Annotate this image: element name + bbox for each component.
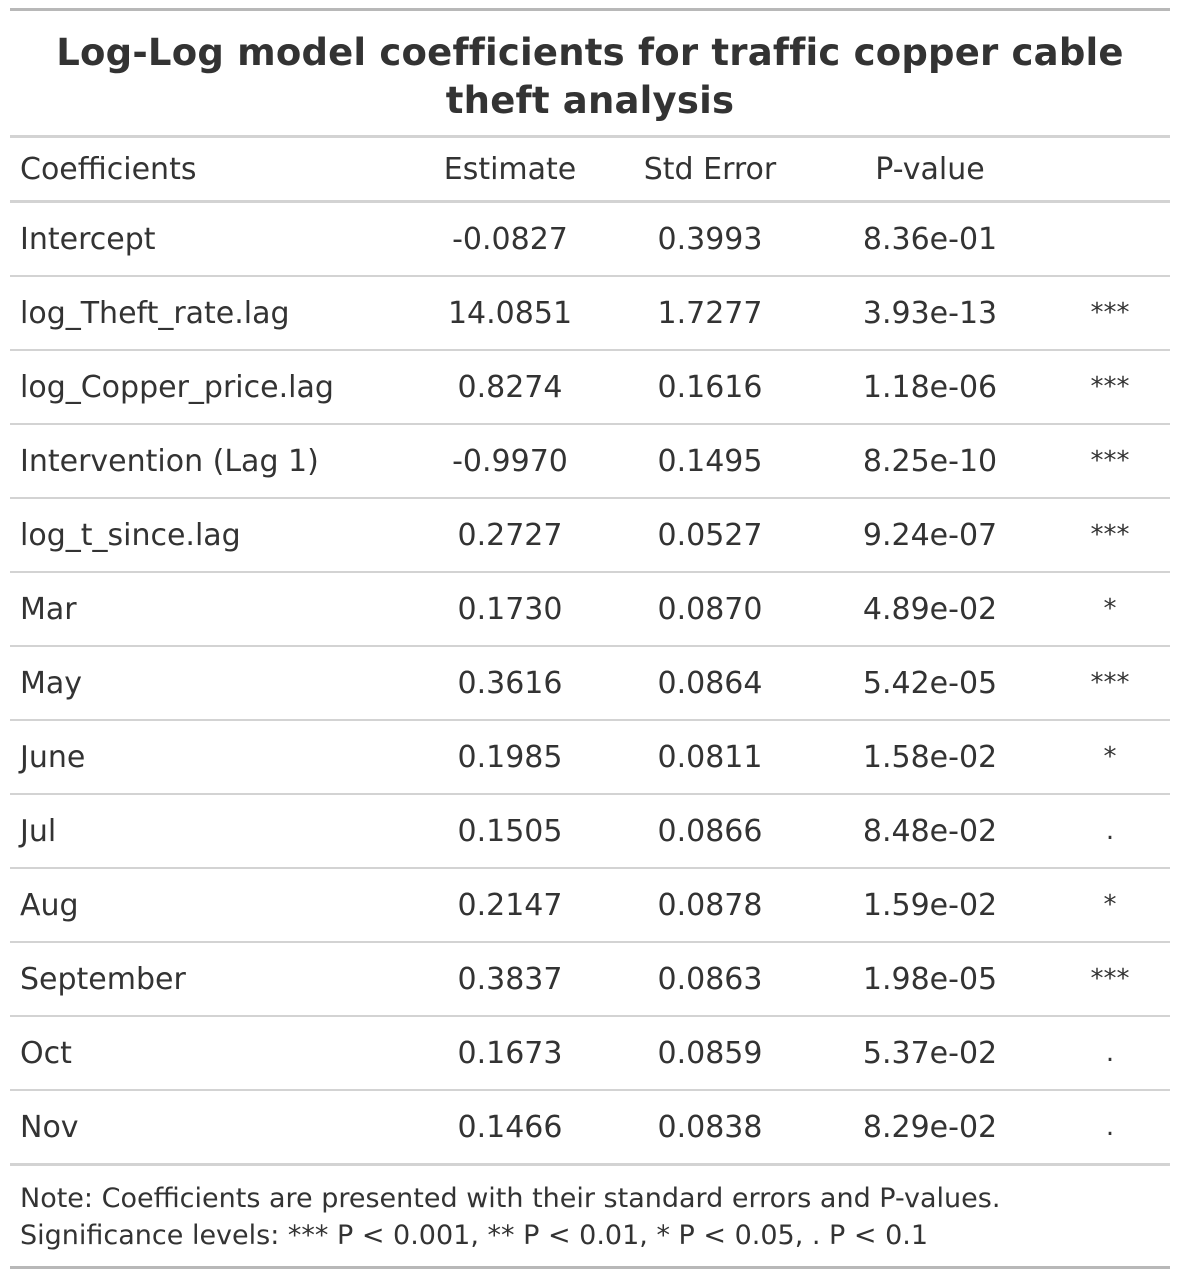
coefficient-name: Jul xyxy=(10,794,410,869)
coefficient-name: Intercept xyxy=(10,201,410,277)
coefficient-name: log_Theft_rate.lag xyxy=(10,276,410,351)
table-row: Jul 0.1505 0.0866 8.48e-02. xyxy=(10,794,1170,869)
estimate-cell: -0.0827 xyxy=(410,201,610,277)
table-row: Mar 0.1730 0.0870 4.89e-02 * xyxy=(10,572,1170,647)
significance-cell: *** xyxy=(1050,424,1170,499)
p-value-cell: 1.98e-05 xyxy=(810,942,1050,1017)
table-row: log_Copper_price.lag 0.8274 0.1616 1.18e-06… xyxy=(10,350,1170,425)
significance-cell: *** xyxy=(1050,276,1170,351)
std-error-cell: 0.0859 xyxy=(610,1016,810,1091)
top-rule xyxy=(10,8,1170,11)
p-value-cell: 5.37e-02 xyxy=(810,1016,1050,1091)
std-error-cell: 0.0838 xyxy=(610,1090,810,1166)
coefficient-name: September xyxy=(10,942,410,1017)
table-row: Nov 0.1466 0.0838 8.29e-02. xyxy=(10,1090,1170,1166)
coefficient-name: May xyxy=(10,646,410,721)
table-row: Oct 0.1673 0.0859 5.37e-02. xyxy=(10,1016,1170,1091)
p-value-cell: 1.59e-02 xyxy=(810,868,1050,943)
p-value-cell: 8.36e-01 xyxy=(810,201,1050,277)
estimate-cell: 0.1673 xyxy=(410,1016,610,1091)
estimate-cell: -0.9970 xyxy=(410,424,610,499)
std-error-cell: 0.1495 xyxy=(610,424,810,499)
significance-cell: * xyxy=(1050,868,1170,943)
significance-cell: *** xyxy=(1050,646,1170,721)
significance-cell: * xyxy=(1050,572,1170,647)
std-error-cell: 1.7277 xyxy=(610,276,810,351)
table-row: June 0.1985 0.0811 1.58e-02 * xyxy=(10,720,1170,795)
significance-cell: *** xyxy=(1050,942,1170,1017)
header-coefficients: Coefficients xyxy=(10,138,410,203)
table-row: May 0.3616 0.0864 5.42e-05 *** xyxy=(10,646,1170,721)
estimate-cell: 0.1505 xyxy=(410,794,610,869)
p-value-cell: 8.25e-10 xyxy=(810,424,1050,499)
std-error-cell: 0.0878 xyxy=(610,868,810,943)
significance-cell: *** xyxy=(1050,498,1170,573)
coefficient-name: log_Copper_price.lag xyxy=(10,350,410,425)
header-significance xyxy=(1050,138,1170,203)
significance-cell xyxy=(1050,201,1170,277)
header-std-error: Std Error xyxy=(610,138,810,203)
note-line-2: Significance levels: *** P < 0.001, ** P… xyxy=(20,1220,929,1251)
significance-cell: . xyxy=(1050,794,1170,869)
coefficient-name: log_t_since.lag xyxy=(10,498,410,573)
title-rule xyxy=(10,135,1170,138)
significance-cell: * xyxy=(1050,720,1170,795)
p-value-cell: 9.24e-07 xyxy=(810,498,1050,573)
std-error-cell: 0.0527 xyxy=(610,498,810,573)
estimate-cell: 0.1466 xyxy=(410,1090,610,1166)
coefficients-table-figure: Log-Log model coefficients for traffic c… xyxy=(10,8,1170,1269)
table-row: log_Theft_rate.lag 14.0851 1.7277 3.93e-13 *… xyxy=(10,276,1170,351)
estimate-cell: 0.3616 xyxy=(410,646,610,721)
estimate-cell: 0.2147 xyxy=(410,868,610,943)
coefficients-table: Coefficients Estimate Std Error P-value … xyxy=(10,138,1170,1166)
std-error-cell: 0.0863 xyxy=(610,942,810,1017)
header-estimate: Estimate xyxy=(410,138,610,203)
coefficient-name: June xyxy=(10,720,410,795)
p-value-cell: 3.93e-13 xyxy=(810,276,1050,351)
std-error-cell: 0.0811 xyxy=(610,720,810,795)
coefficient-name: Aug xyxy=(10,868,410,943)
significance-cell: . xyxy=(1050,1016,1170,1091)
p-value-cell: 4.89e-02 xyxy=(810,572,1050,647)
p-value-cell: 8.29e-02 xyxy=(810,1090,1050,1166)
p-value-cell: 8.48e-02 xyxy=(810,794,1050,869)
coefficient-name: Intervention (Lag 1) xyxy=(10,424,410,499)
estimate-cell: 14.0851 xyxy=(410,276,610,351)
table-row: Aug 0.2147 0.0878 1.59e-02 * xyxy=(10,868,1170,943)
coefficient-name: Mar xyxy=(10,572,410,647)
significance-cell: . xyxy=(1050,1090,1170,1166)
coefficient-name: Oct xyxy=(10,1016,410,1091)
estimate-cell: 0.1730 xyxy=(410,572,610,647)
table-row: Intercept -0.0827 0.3993 8.36e-01 xyxy=(10,201,1170,277)
estimate-cell: 0.3837 xyxy=(410,942,610,1017)
estimate-cell: 0.2727 xyxy=(410,498,610,573)
table-row: September 0.3837 0.0863 1.98e-05 *** xyxy=(10,942,1170,1017)
significance-cell: *** xyxy=(1050,350,1170,425)
estimate-cell: 0.8274 xyxy=(410,350,610,425)
coefficient-name: Nov xyxy=(10,1090,410,1166)
std-error-cell: 0.0864 xyxy=(610,646,810,721)
table-title: Log-Log model coefficients for traffic c… xyxy=(56,31,1124,122)
p-value-cell: 1.58e-02 xyxy=(810,720,1050,795)
table-row: Intervention (Lag 1) -0.9970 0.1495 8.25e-1… xyxy=(10,424,1170,499)
std-error-cell: 0.0870 xyxy=(610,572,810,647)
std-error-cell: 0.3993 xyxy=(610,201,810,277)
header-p-value: P-value xyxy=(810,138,1050,203)
std-error-cell: 0.1616 xyxy=(610,350,810,425)
table-note: Note: Coefficients are presented with th… xyxy=(10,1166,1170,1266)
note-line-1: Note: Coefficients are presented with th… xyxy=(20,1183,1001,1214)
p-value-cell: 5.42e-05 xyxy=(810,646,1050,721)
p-value-cell: 1.18e-06 xyxy=(810,350,1050,425)
std-error-cell: 0.0866 xyxy=(610,794,810,869)
estimate-cell: 0.1985 xyxy=(410,720,610,795)
table-row: log_t_since.lag 0.2727 0.0527 9.24e-07 *** xyxy=(10,498,1170,573)
header-row: Coefficients Estimate Std Error P-value xyxy=(10,138,1170,203)
